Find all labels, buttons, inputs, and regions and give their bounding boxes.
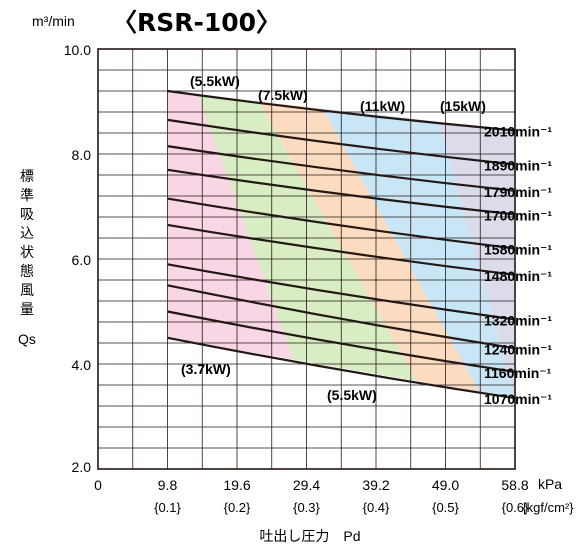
y-unit-label: m³/min (32, 13, 75, 29)
rpm-label: 1700min⁻¹ (484, 207, 552, 223)
y-title-char: 態 (20, 263, 34, 279)
y-tick-label: 4.0 (72, 357, 92, 373)
y-title-char: 準 (20, 187, 34, 203)
speed-curve (167, 263, 516, 321)
x-tick-sublabel: {0.6} (502, 500, 529, 515)
y-axis-title: 標 準 吸 込 状 態 風 量 Qs (18, 168, 36, 347)
speed-curve (167, 118, 516, 166)
x-tick-sublabel: {0.2} (224, 500, 251, 515)
rpm-label: 1320min⁻¹ (484, 312, 552, 328)
power-region (258, 101, 479, 392)
x-tick-sublabel: {0.3} (293, 500, 320, 515)
grid (98, 49, 515, 469)
rpm-labels: 2010min⁻¹ 1890min⁻¹ 1790min⁻¹ 1700min⁻¹ 1580… (484, 123, 552, 407)
y-axis: 10.0 8.0 6.0 4.0 2.0 (64, 42, 91, 475)
chart-title: 〈RSR-100〉 (112, 8, 281, 37)
x-unit-kgf: {kgf/cm²} (522, 500, 574, 515)
rpm-label: 1790min⁻¹ (484, 184, 552, 200)
curves (167, 89, 516, 400)
rpm-label: 2010min⁻¹ (484, 123, 552, 139)
x-tick-label: 58.8 (501, 477, 528, 493)
power-region (438, 121, 515, 399)
y-tick-label: 2.0 (72, 459, 92, 475)
speed-curve (167, 223, 516, 276)
region-label: (5.5kW) (190, 73, 240, 89)
y-title-char: 状 (20, 244, 34, 260)
power-region (322, 108, 515, 399)
y-title-char: 風 (20, 282, 34, 298)
y-tick-label: 6.0 (72, 252, 92, 268)
plot-area (97, 48, 516, 470)
region-label: (3.7kW) (181, 361, 231, 377)
speed-curve (167, 145, 516, 192)
speed-curve (167, 284, 516, 350)
x-tick-zero: 0 (94, 477, 102, 493)
rpm-label: 1580min⁻¹ (484, 242, 552, 258)
y-title-symbol: Qs (18, 331, 36, 347)
y-title-char: 吸 (20, 206, 34, 222)
y-title-char: 量 (20, 301, 34, 317)
x-tick-label: 29.4 (293, 477, 320, 493)
x-tick-sublabel: {0.5} (432, 500, 459, 515)
x-unit-kpa: kPa (538, 476, 562, 492)
speed-curve (167, 310, 516, 373)
x-tick-label: 19.6 (223, 477, 250, 493)
y-title-char: 込 (20, 225, 34, 241)
rpm-label: 1160min⁻¹ (484, 365, 552, 381)
region-label: (15kW) (440, 98, 486, 114)
x-axis: 0 9.8 {0.1} 19.6 {0.2} 29.4 {0.3} 39.2 {0.4} 49.… (94, 477, 529, 515)
y-title-char: 標 (20, 168, 34, 184)
x-tick-sublabel: {0.4} (363, 500, 390, 515)
plot-border (97, 48, 516, 470)
rpm-label: 1070min⁻¹ (484, 391, 552, 407)
speed-curve (167, 168, 516, 216)
speed-curve (167, 89, 516, 132)
region-labels: (5.5kW) (7.5kW) (11kW) (15kW) (3.7kW) (5… (181, 73, 486, 403)
rpm-label: 1480min⁻¹ (484, 268, 552, 284)
x-tick-label: 9.8 (158, 477, 178, 493)
x-axis-title: 吐出し圧力 Pd (259, 528, 360, 544)
speed-curve (167, 197, 516, 250)
region-label: (11kW) (360, 98, 405, 114)
x-tick-label: 49.0 (432, 477, 459, 493)
y-tick-label: 10.0 (64, 42, 91, 58)
x-tick-sublabel: {0.1} (154, 500, 181, 515)
rpm-label: 1890min⁻¹ (484, 158, 552, 174)
rpm-label: 1240min⁻¹ (484, 341, 552, 357)
y-tick-label: 8.0 (72, 147, 92, 163)
speed-curve (167, 336, 516, 400)
region-label: (7.5kW) (258, 87, 308, 103)
region-label: (5.5kW) (327, 387, 377, 403)
x-tick-label: 39.2 (362, 477, 389, 493)
